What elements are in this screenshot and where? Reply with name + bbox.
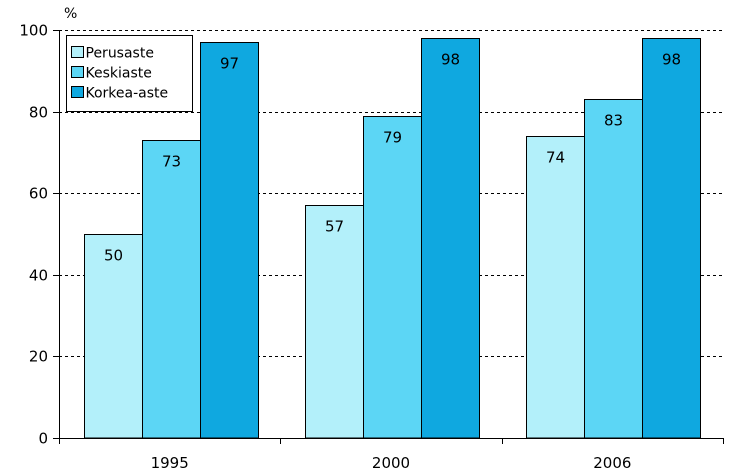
data-label: 83 bbox=[604, 112, 623, 130]
data-labels: 50 73 97 57 79 98 74 83 98 bbox=[104, 51, 681, 265]
bar-keskiaste-2000 bbox=[363, 116, 422, 439]
legend-label: Perusaste bbox=[86, 46, 154, 62]
bar-korkea-aste-2000 bbox=[421, 38, 480, 439]
data-label: 50 bbox=[104, 247, 123, 265]
legend-swatch bbox=[71, 46, 84, 58]
bars bbox=[84, 38, 701, 439]
data-label: 97 bbox=[220, 55, 239, 73]
bar-keskiaste-2006 bbox=[584, 99, 643, 439]
legend-box bbox=[66, 35, 193, 112]
y-tick-label: 80 bbox=[29, 104, 48, 122]
x-tick-label: 2000 bbox=[372, 454, 410, 472]
data-label: 57 bbox=[325, 218, 344, 236]
bar-keskiaste-1995 bbox=[142, 140, 201, 439]
y-unit-label: % bbox=[64, 6, 77, 22]
data-label: 79 bbox=[383, 129, 402, 147]
y-tick-label: 40 bbox=[29, 267, 48, 285]
data-label: 74 bbox=[546, 149, 565, 167]
y-tick-label: 100 bbox=[19, 22, 48, 40]
x-tick-label: 1995 bbox=[151, 454, 189, 472]
y-tick-label: 20 bbox=[29, 348, 48, 366]
bar-perusaste-2006 bbox=[526, 136, 585, 439]
bar-korkea-aste-2006 bbox=[642, 38, 701, 439]
y-tick-label: 0 bbox=[38, 430, 48, 448]
y-tick-label: 60 bbox=[29, 185, 48, 203]
legend-label: Korkea-aste bbox=[86, 86, 169, 102]
data-label: 73 bbox=[162, 153, 181, 171]
legend-swatch bbox=[71, 66, 84, 78]
legend: Perusaste Keskiaste Korkea-aste bbox=[66, 35, 193, 112]
x-tick-label: 2006 bbox=[593, 454, 631, 472]
bar-perusaste-1995 bbox=[84, 234, 143, 439]
bar-korkea-aste-1995 bbox=[200, 42, 259, 439]
legend-swatch bbox=[71, 86, 84, 98]
data-label: 98 bbox=[441, 51, 460, 69]
legend-label: Keskiaste bbox=[86, 66, 152, 82]
data-label: 98 bbox=[662, 51, 681, 69]
bar-perusaste-2000 bbox=[305, 205, 364, 439]
